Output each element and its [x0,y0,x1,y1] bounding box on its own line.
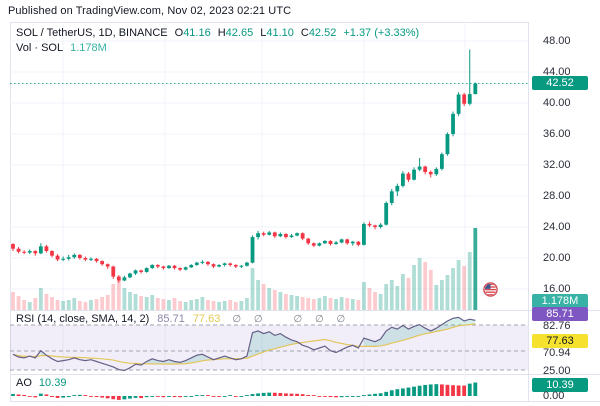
rsi-tick-upper: 82.76 [543,320,571,332]
price-axis[interactable]: 48.00 44.00 40.00 36.00 32.00 28.00 24.00 20.00… [528,22,600,402]
price-tick-20.00: 20.00 [543,252,571,264]
ohlc-high-letter: H [217,27,226,39]
ohlc-open-letter: O [174,27,184,39]
rsi-tick-bottom: 25.00 [543,365,571,377]
ao-value-badge: 10.39 [532,378,588,392]
price-tick-32.00: 32.00 [543,159,571,171]
frame-top-border [10,22,528,23]
ohlc-close-letter: C [300,27,309,39]
ohlc-close-value: 42.52 [308,27,337,39]
rsi-value-badge: 85.71 [532,307,588,321]
ohlc-open-value: 41.16 [183,27,211,39]
symbol-title[interactable]: SOL / TetherUS, 1D, BINANCE [16,27,168,39]
last-price-label: 42.52 [532,76,588,91]
volume-label-badge: 1.178M [532,294,588,308]
symbol-legend-row: SOL / TetherUS, 1D, BINANCE O41.16 H42.6… [16,27,419,39]
ao-legend-row: AO 10.39 [16,377,66,389]
rsi-chart-canvas[interactable] [10,311,528,375]
rsi-title[interactable]: RSI (14, close, SMA, 14, 2) [16,313,150,325]
ohlc-low-value: 41.10 [266,27,294,39]
price-tick-36.00: 36.00 [543,128,571,140]
rsi-tick-lower: 70.94 [543,347,571,359]
ohlc-low-letter: L [260,27,267,39]
change-value: +1.37 (+3.33%) [343,27,420,39]
us-flag-stripes [484,283,497,296]
empty-set-icons-left: ∅ ∅ [232,313,268,325]
price-tick-40.00: 40.00 [543,97,571,109]
pane-separator-ao [10,374,600,375]
price-tick-28.00: 28.00 [543,190,571,202]
empty-set-icons-right: ∅ ∅ ∅ [293,313,351,325]
volume-label: Vol · SOL [16,42,64,54]
us-flag-event-icon[interactable] [483,282,498,297]
price-tick-16.00: 16.00 [543,283,571,295]
rsi-legend-row: RSI (14, close, SMA, 14, 2) 85.71 77.63 … [16,313,350,325]
published-bar: Published on TradingView.com, Nov 02, 20… [8,0,291,22]
ao-chart-canvas[interactable] [10,375,528,401]
published-text: Published on TradingView.com, Nov 02, 20… [8,5,292,17]
rsi-sma-badge: 77.63 [532,334,588,348]
rsi-sma-value: 77.63 [192,313,221,325]
volume-legend-row: Vol · SOL 1.178M [16,42,107,54]
rsi-current-value: 85.71 [157,313,185,325]
volume-value: 1.178M [70,42,107,54]
price-chart-canvas[interactable] [10,22,528,311]
ao-current-value: 10.39 [38,377,67,389]
price-tick-44.00: 44.00 [543,66,571,78]
price-tick-24.00: 24.00 [543,221,571,233]
frame-bottom-border [10,401,600,402]
axis-left-border [528,22,529,401]
ao-tick-zero: 0.00 [543,390,565,402]
frame-left-border [10,22,11,401]
pane-separator-rsi [10,310,600,311]
ohlc-high-value: 42.65 [225,27,254,39]
price-tick-48.00: 48.00 [543,35,571,47]
ao-title[interactable]: AO [16,377,32,389]
